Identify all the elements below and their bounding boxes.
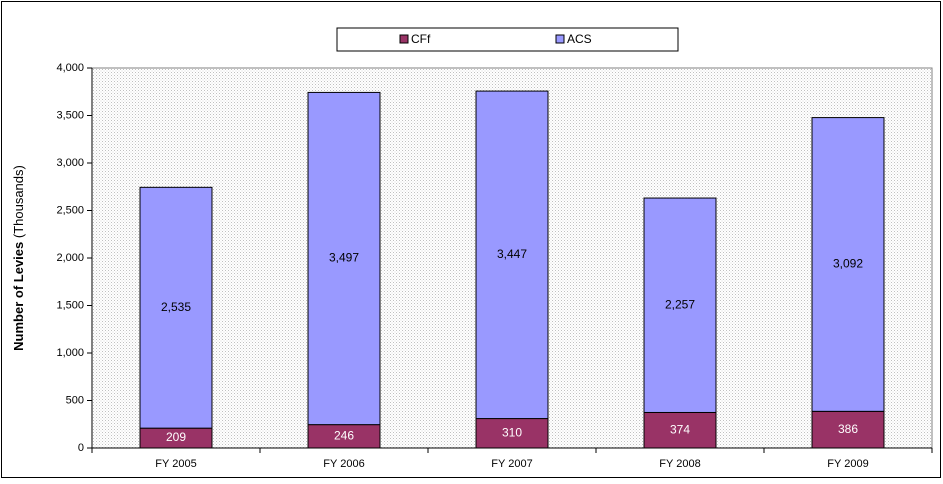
x-tick-label: FY 2005 xyxy=(155,458,196,470)
data-label: 246 xyxy=(334,428,354,442)
data-label: 374 xyxy=(670,422,690,436)
bar-segment xyxy=(139,186,213,429)
y-tick-label: 2,000 xyxy=(56,252,84,264)
legend-swatch xyxy=(555,34,565,44)
bar-segment xyxy=(643,197,717,413)
x-tick-label: FY 2008 xyxy=(659,458,700,470)
y-tick-label: 3,000 xyxy=(56,157,84,169)
bar-segment xyxy=(475,90,549,420)
y-axis-title: Number of Levies (Thousands) xyxy=(11,165,26,351)
y-tick-label: 1,000 xyxy=(56,347,84,359)
y-tick-label: 1,500 xyxy=(56,299,84,311)
data-label: 2,535 xyxy=(161,300,191,314)
y-tick-label: 4,000 xyxy=(56,62,84,74)
bar-segment xyxy=(307,91,381,426)
y-tick-label: 0 xyxy=(78,442,84,454)
legend-swatch xyxy=(399,34,409,44)
x-tick-label: FY 2007 xyxy=(491,458,532,470)
data-label: 3,497 xyxy=(329,251,359,265)
legend-label: CFf xyxy=(411,32,431,46)
bar-segment xyxy=(811,410,885,449)
x-tick-label: FY 2009 xyxy=(827,458,868,470)
y-axis-title-main: Number of Levies xyxy=(11,242,26,351)
bar-segment xyxy=(475,418,549,449)
x-tick-label: FY 2006 xyxy=(323,458,364,470)
data-label: 209 xyxy=(166,430,186,444)
y-axis-title-unit: (Thousands) xyxy=(11,165,26,238)
bar-segment xyxy=(811,117,885,412)
data-label: 2,257 xyxy=(665,297,695,311)
y-tick-label: 500 xyxy=(66,394,84,406)
bar-segment xyxy=(643,411,717,449)
legend-label: ACS xyxy=(567,32,592,46)
y-tick-label: 3,500 xyxy=(56,109,84,121)
data-label: 3,092 xyxy=(833,257,863,271)
y-tick-label: 2,500 xyxy=(56,204,84,216)
data-label: 386 xyxy=(838,422,858,436)
legend xyxy=(336,27,679,52)
data-label: 3,447 xyxy=(497,247,527,261)
data-label: 310 xyxy=(502,425,522,439)
